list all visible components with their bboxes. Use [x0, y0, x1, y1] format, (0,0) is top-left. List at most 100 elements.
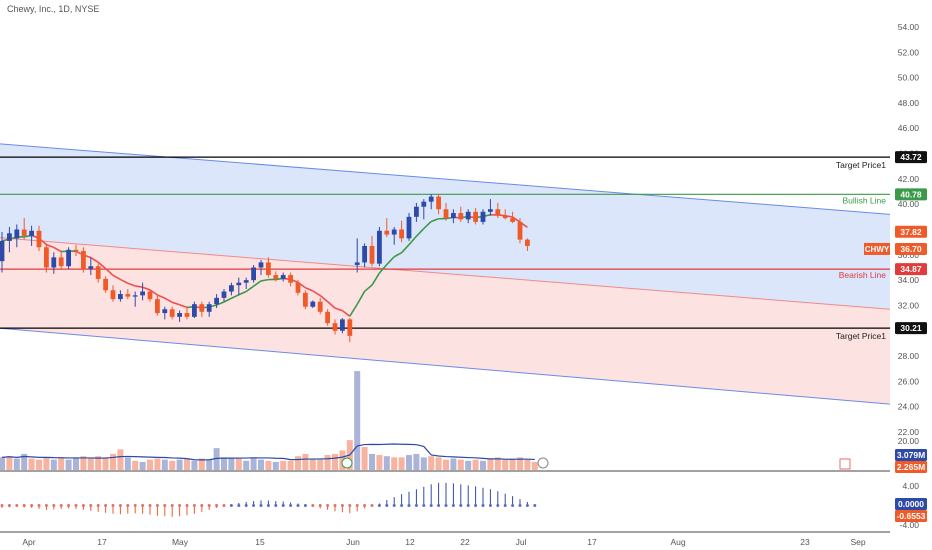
candle-body: [443, 209, 449, 219]
time-tick-label: Sep: [850, 537, 865, 547]
oscillator-dot: [215, 503, 219, 507]
oscillator-dot: [222, 503, 226, 507]
candle-body: [280, 275, 286, 279]
bearish-zone: [0, 237, 890, 405]
volume-bar: [184, 458, 190, 470]
ema-segment: [349, 303, 358, 317]
oscillator-dot: [141, 503, 145, 507]
candle-body: [132, 295, 138, 297]
oscillator-dot: [104, 503, 108, 507]
oscillator-dot: [170, 503, 174, 507]
ema-segment: [112, 274, 121, 281]
earnings-future-icon: [839, 458, 851, 470]
volume-bar: [494, 457, 501, 470]
level-label-target: Target Price1: [836, 331, 886, 341]
volume-bar: [376, 455, 383, 470]
ema-segment: [512, 216, 521, 223]
volume-bar: [6, 456, 13, 470]
ema-segment: [408, 235, 418, 246]
level-price-tag-text: 30.21: [900, 323, 922, 333]
level-price-tag: [895, 188, 927, 201]
oscillator-dot: [22, 503, 26, 507]
volume-bar: [147, 459, 153, 470]
candle-body: [155, 299, 160, 314]
ema-segment: [171, 301, 180, 306]
candle-body: [362, 245, 367, 263]
ema-segment: [179, 303, 188, 309]
candle-body: [95, 266, 101, 279]
oscillator-dot: [67, 503, 71, 507]
price-tick-label: 50.00: [898, 73, 920, 83]
volume-bar: [206, 459, 213, 470]
oscillator-dot: [333, 503, 337, 507]
oscillator-dot: [30, 503, 34, 507]
oscillator-dot: [252, 503, 256, 507]
ema-segment: [53, 246, 62, 253]
oscillator-dot: [289, 503, 293, 507]
time-tick-label: 12: [405, 537, 415, 547]
oscillator-dot: [229, 503, 233, 507]
level-price-tag: [895, 322, 927, 335]
volume-bar: [287, 460, 294, 470]
oscillator-dot: [340, 503, 344, 507]
candle-body: [384, 230, 390, 235]
oscillator-dot: [244, 503, 248, 507]
ema-segment: [157, 294, 166, 299]
ema-segment: [430, 218, 439, 223]
volume-bars: [0, 371, 890, 472]
volume-bar: [43, 457, 50, 470]
oscillator-dot: [370, 503, 374, 507]
candle-body: [0, 240, 5, 262]
ema-segment: [245, 285, 255, 293]
volume-bar: [265, 460, 272, 470]
price-tick-label: 32.00: [898, 300, 920, 310]
candle-body: [525, 239, 530, 246]
volume-bar: [221, 457, 227, 470]
oscillator-dot: [126, 503, 130, 507]
oscillator-tick-label: 4.00: [902, 481, 919, 491]
volume-bar: [250, 457, 257, 470]
candle-body: [73, 249, 79, 252]
channel-lower-line: [0, 327, 891, 405]
oscillator-dot: [422, 503, 426, 507]
level-labels: 43.72 40.78 34.87 30.21 37.82 36.70 CHWY 3.079M…: [864, 151, 927, 522]
candle-body: [406, 216, 412, 239]
time-tick-label: 23: [800, 537, 810, 547]
time-tick-label: Jun: [346, 537, 360, 547]
ema-segment: [105, 267, 114, 276]
price-tick-label: 24.00: [898, 402, 920, 412]
oscillator-dot: [7, 503, 11, 507]
oscillator-dot: [518, 503, 522, 507]
candle-body: [436, 196, 441, 210]
price-tick-label: 52.00: [898, 47, 920, 57]
candle-body: [399, 229, 404, 239]
ema-segment: [371, 272, 381, 286]
volume-bar: [309, 458, 316, 470]
oscillator-dot: [185, 503, 189, 507]
candle-body: [340, 319, 345, 331]
ema-segment: [305, 287, 314, 292]
oscillator-tag-text: 0.0000: [898, 499, 924, 509]
ema-segment: [364, 284, 373, 292]
price-tick-label: 42.00: [898, 174, 920, 184]
ema-segment: [127, 282, 136, 287]
candle-body: [428, 196, 434, 202]
oscillator-dot: [496, 503, 500, 507]
level-price-tag: [895, 151, 927, 164]
candle-body: [110, 290, 116, 300]
oscillator-dot: [37, 503, 41, 507]
oscillator-dot: [0, 503, 4, 507]
volume-tag-text: 2.265M: [897, 462, 925, 472]
candle-body: [177, 313, 182, 317]
volume-bar: [50, 459, 57, 470]
volume-bar: [65, 459, 72, 470]
oscillator-dot: [118, 503, 122, 507]
volume-bar: [465, 460, 472, 470]
level-price-tag-text: 40.78: [900, 189, 922, 199]
candle-body: [206, 304, 212, 312]
candle-body: [243, 280, 249, 283]
candle-body: [214, 297, 219, 305]
ema-segment: [97, 261, 107, 270]
ema-segment: [312, 290, 321, 297]
